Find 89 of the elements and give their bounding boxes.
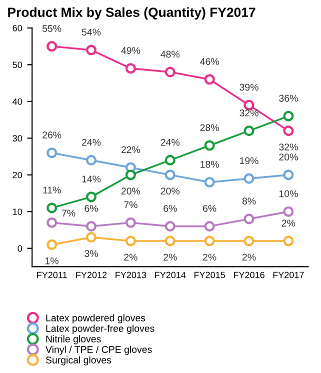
point: [244, 126, 254, 136]
y-tick-label: 50: [12, 62, 22, 68]
data-label: 20%: [160, 188, 180, 195]
y-tick-label: 10: [13, 208, 22, 215]
x-tick-label: FY2011: [37, 272, 67, 278]
data-label: 3%: [84, 250, 98, 257]
point: [244, 236, 254, 246]
data-label: 8%: [242, 198, 256, 205]
data-label: 10%: [279, 190, 298, 198]
x-tick-label: FY2015: [194, 272, 225, 278]
point: [244, 173, 254, 184]
data-label: 32%: [279, 144, 298, 150]
point: [244, 214, 254, 224]
data-label: 24%: [82, 138, 101, 146]
data-label: 14%: [82, 176, 101, 182]
data-label: 2%: [203, 254, 216, 261]
point: [283, 170, 294, 180]
data-label: 20%: [121, 188, 140, 195]
data-label: 7%: [124, 201, 138, 208]
point: [204, 74, 215, 85]
point: [46, 202, 58, 214]
data-label: 48%: [160, 50, 180, 58]
y-tick-label: 0: [18, 245, 22, 252]
data-label: 26%: [42, 132, 62, 138]
point: [86, 221, 97, 232]
x-tick-label: FY2016: [234, 272, 264, 278]
data-label: 55%: [42, 25, 62, 32]
y-tick-label: 20: [12, 172, 22, 178]
point: [125, 170, 136, 180]
data-label: 6%: [203, 204, 216, 212]
point: [86, 192, 97, 202]
point: [46, 41, 58, 52]
data-label: 2%: [282, 220, 296, 227]
point: [164, 154, 176, 166]
data-label: 7%: [62, 210, 76, 216]
x-tick-label: FY2017: [273, 272, 304, 278]
point: [86, 154, 97, 166]
legend-label: Nitrile gloves: [46, 335, 101, 344]
point: [164, 221, 176, 232]
point: [164, 66, 176, 78]
point: [204, 176, 215, 188]
point: [46, 239, 58, 250]
point: [204, 236, 215, 246]
data-label: 24%: [160, 138, 180, 146]
data-label: 54%: [82, 28, 101, 36]
point: [204, 221, 215, 232]
data-label: 6%: [164, 204, 177, 212]
point: [86, 44, 97, 56]
point: [46, 217, 58, 228]
point: [86, 232, 97, 243]
data-label: 39%: [240, 84, 258, 91]
data-label: 2%: [164, 254, 177, 261]
point: [283, 206, 294, 217]
data-label: 32%: [240, 110, 258, 116]
data-label: 11%: [43, 186, 61, 194]
data-label: 1%: [46, 257, 58, 264]
y-tick-label: 60: [12, 24, 22, 32]
point: [46, 148, 58, 158]
data-label: 20%: [279, 154, 298, 160]
data-label: 19%: [240, 157, 258, 164]
chart-title: Product Mix by Sales (Quantity) FY2017: [8, 7, 256, 20]
point: [244, 100, 254, 110]
legend-label: Surgical gloves: [46, 356, 112, 366]
point: [164, 236, 176, 246]
point: [204, 140, 215, 151]
data-label: 28%: [200, 124, 219, 132]
point: [283, 110, 294, 122]
data-label: 46%: [200, 58, 219, 65]
point: [283, 236, 294, 246]
point: [283, 126, 294, 136]
point: [125, 236, 136, 246]
data-label: 18%: [200, 160, 219, 168]
y-tick-label: 40: [12, 98, 22, 105]
legend-label: Vinyl / TPE / CPE gloves: [46, 346, 152, 355]
point: [125, 63, 136, 74]
data-label: 6%: [84, 204, 98, 212]
data-label: 2%: [242, 254, 256, 261]
data-label: 2%: [124, 254, 138, 261]
data-label: 49%: [121, 47, 140, 54]
x-tick-label: FY2012: [76, 272, 107, 278]
legend-label: Latex powdered gloves: [46, 314, 146, 324]
x-tick-label: FY2014: [155, 272, 186, 278]
point: [164, 170, 176, 180]
data-label: 22%: [121, 146, 140, 154]
data-label: 36%: [279, 94, 298, 102]
legend-label: Latex powder-free gloves: [46, 324, 154, 334]
y-tick-label: 30: [12, 135, 22, 142]
x-tick-label: FY2013: [116, 272, 146, 278]
point: [125, 217, 136, 228]
